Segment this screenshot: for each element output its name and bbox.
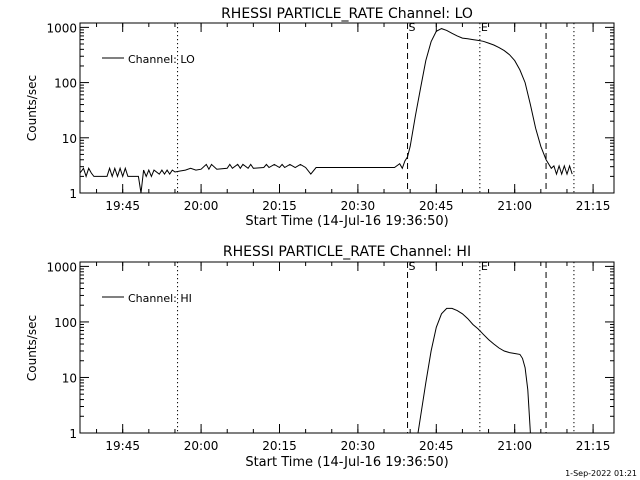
event-marker-label-s-hi: S bbox=[409, 260, 416, 273]
x-tick-label-lo: 20:45 bbox=[419, 199, 454, 213]
x-tick-label-lo: 21:15 bbox=[576, 199, 611, 213]
chart-panel-hi: RHESSI PARTICLE_RATE Channel: HI Start T… bbox=[25, 244, 615, 470]
x-tick-label-lo: 20:00 bbox=[184, 199, 219, 213]
y-tick-label-hi: 1 bbox=[69, 427, 77, 441]
y-tick-label-hi: 1000 bbox=[46, 260, 77, 274]
y-tick-label-lo: 10 bbox=[62, 132, 77, 146]
y-tick-label-lo: 1 bbox=[69, 187, 77, 201]
x-axis-label-hi: Start Time (14-Jul-16 19:36:50) bbox=[245, 455, 448, 470]
event-marker-label-e-lo: E bbox=[481, 21, 488, 34]
y-axis-label-hi: Counts/sec bbox=[25, 315, 39, 381]
x-tick-label-hi: 20:00 bbox=[184, 439, 219, 453]
series-line-hi bbox=[417, 307, 531, 434]
y-axis-label-lo: Counts/sec bbox=[25, 75, 39, 141]
chart-title-lo: RHESSI PARTICLE_RATE Channel: LO bbox=[221, 6, 473, 22]
plot-frame-lo bbox=[79, 22, 615, 194]
series-line-lo bbox=[79, 28, 573, 194]
x-tick-label-hi: 21:00 bbox=[497, 439, 532, 453]
legend-label-hi: Channel: HI bbox=[128, 292, 192, 305]
x-tick-label-lo: 20:15 bbox=[262, 199, 297, 213]
x-tick-label-hi: 19:45 bbox=[105, 439, 140, 453]
x-tick-label-hi: 20:15 bbox=[262, 439, 297, 453]
x-axis-label-lo: Start Time (14-Jul-16 19:36:50) bbox=[245, 214, 448, 229]
event-marker-label-s-lo: S bbox=[409, 21, 416, 34]
plot-frame-hi bbox=[79, 261, 615, 434]
date-stamp: 1-Sep-2022 01:21 bbox=[565, 469, 637, 478]
y-tick-label-hi: 10 bbox=[62, 371, 77, 385]
y-tick-label-hi: 100 bbox=[54, 316, 77, 330]
chart-title-hi: RHESSI PARTICLE_RATE Channel: HI bbox=[223, 244, 471, 260]
y-tick-label-lo: 1000 bbox=[46, 21, 77, 35]
x-tick-label-lo: 19:45 bbox=[105, 199, 140, 213]
x-tick-label-hi: 21:15 bbox=[576, 439, 611, 453]
x-tick-label-lo: 21:00 bbox=[497, 199, 532, 213]
event-marker-label-e-hi: E bbox=[481, 260, 488, 273]
x-tick-label-hi: 20:30 bbox=[341, 439, 376, 453]
legend-label-lo: Channel: LO bbox=[128, 53, 195, 66]
chart-panel-lo: RHESSI PARTICLE_RATE Channel: LO Start T… bbox=[25, 6, 615, 229]
x-tick-label-lo: 20:30 bbox=[341, 199, 376, 213]
y-tick-label-lo: 100 bbox=[54, 77, 77, 91]
x-tick-label-hi: 20:45 bbox=[419, 439, 454, 453]
